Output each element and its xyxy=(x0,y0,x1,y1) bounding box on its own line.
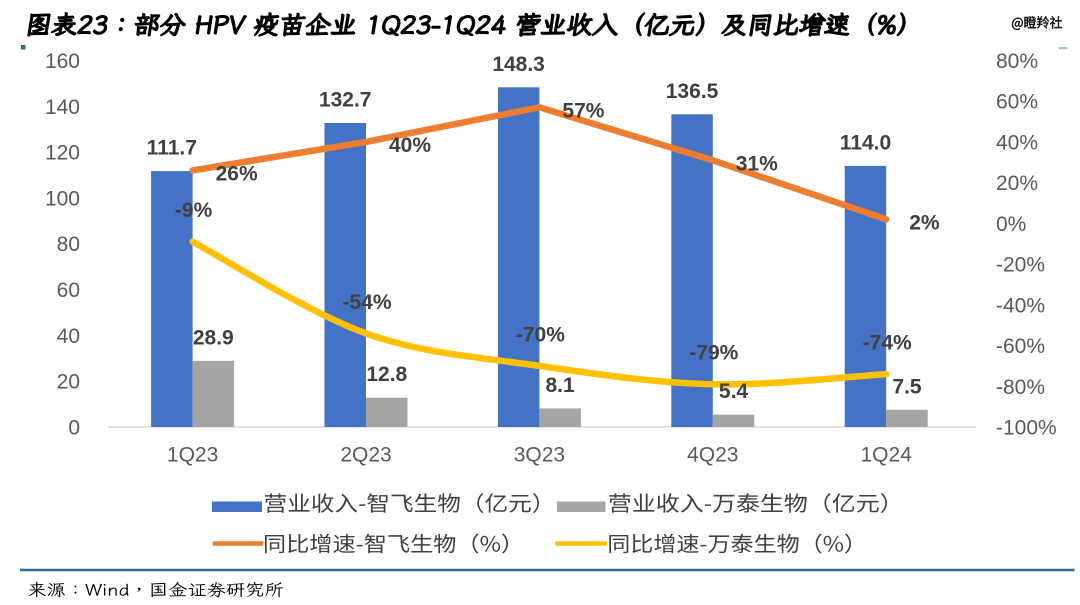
svg-text:40: 40 xyxy=(57,325,80,348)
svg-text:2Q23: 2Q23 xyxy=(340,444,391,467)
svg-text:-20%: -20% xyxy=(996,254,1045,277)
svg-text:-100%: -100% xyxy=(996,417,1057,440)
svg-text:40%: 40% xyxy=(389,134,431,157)
svg-text:111.7: 111.7 xyxy=(147,137,197,160)
svg-text:114.0: 114.0 xyxy=(840,131,891,154)
svg-text:-60%: -60% xyxy=(996,335,1045,358)
svg-text:-54%: -54% xyxy=(342,291,391,314)
svg-text:-40%: -40% xyxy=(996,294,1045,317)
svg-text:100: 100 xyxy=(45,187,80,210)
svg-text:20: 20 xyxy=(57,371,80,394)
svg-text:12.8: 12.8 xyxy=(366,363,407,386)
svg-text:80%: 80% xyxy=(996,50,1038,73)
svg-text:148.3: 148.3 xyxy=(492,53,545,76)
svg-text:-9%: -9% xyxy=(175,199,213,222)
svg-text:4Q23: 4Q23 xyxy=(687,444,738,467)
svg-text:60: 60 xyxy=(57,279,80,302)
svg-text:132.7: 132.7 xyxy=(319,89,372,112)
svg-text:7.5: 7.5 xyxy=(892,375,922,398)
svg-text:40%: 40% xyxy=(996,131,1038,154)
svg-text:3Q23: 3Q23 xyxy=(514,444,565,467)
svg-text:0%: 0% xyxy=(996,213,1026,236)
svg-text:140: 140 xyxy=(45,96,80,119)
svg-text:0: 0 xyxy=(68,417,80,440)
svg-text:2%: 2% xyxy=(909,211,940,234)
svg-text:-74%: -74% xyxy=(863,332,912,355)
svg-text:28.9: 28.9 xyxy=(193,326,234,349)
svg-text:26%: 26% xyxy=(216,162,258,185)
svg-text:160: 160 xyxy=(45,50,80,73)
svg-text:57%: 57% xyxy=(562,99,604,122)
svg-text:136.5: 136.5 xyxy=(666,80,719,103)
svg-text:-79%: -79% xyxy=(689,342,738,365)
svg-text:80: 80 xyxy=(57,233,80,256)
svg-text:-80%: -80% xyxy=(996,376,1045,399)
svg-text:-70%: -70% xyxy=(516,323,565,346)
svg-text:120: 120 xyxy=(45,142,80,165)
svg-text:8.1: 8.1 xyxy=(545,374,575,397)
svg-text:1Q24: 1Q24 xyxy=(861,444,913,467)
svg-text:20%: 20% xyxy=(996,172,1038,195)
svg-text:5.4: 5.4 xyxy=(719,380,749,403)
svg-text:31%: 31% xyxy=(736,152,778,175)
svg-text:1Q23: 1Q23 xyxy=(167,444,218,467)
svg-text:60%: 60% xyxy=(996,91,1038,114)
